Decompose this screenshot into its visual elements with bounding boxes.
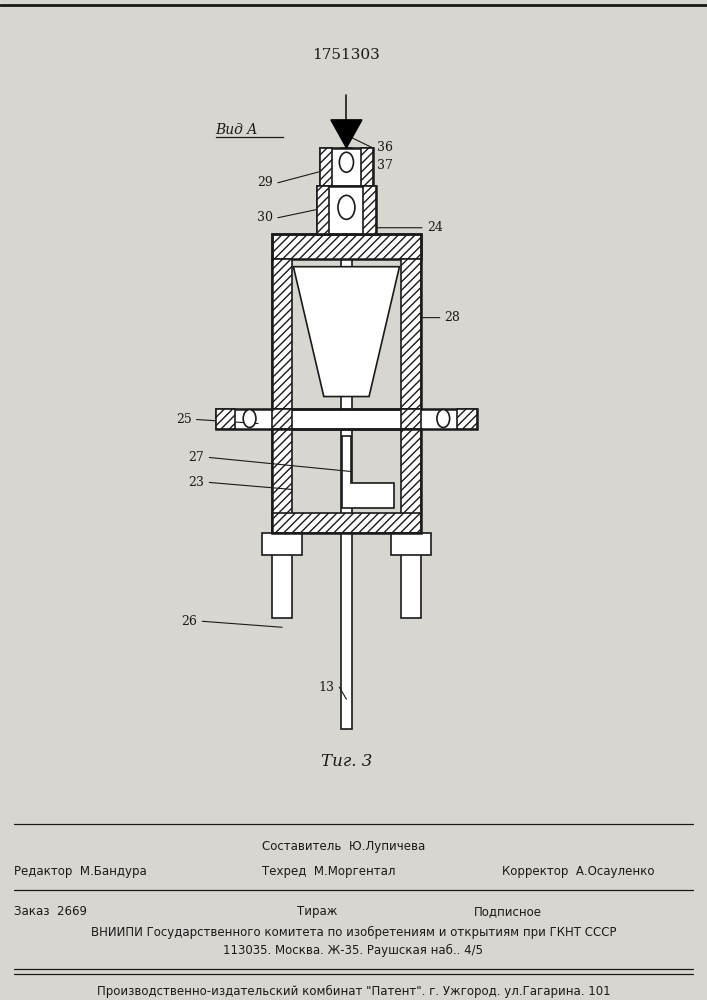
Bar	[272, 429, 292, 533]
Text: 28: 28	[445, 311, 460, 324]
Text: Корректор  А.Осауленко: Корректор А.Осауленко	[502, 865, 655, 878]
Bar	[363, 186, 376, 234]
Bar	[272, 234, 421, 259]
Bar	[317, 186, 329, 234]
Bar	[216, 409, 235, 429]
Bar	[317, 186, 376, 234]
Text: Редактор  М.Бандура: Редактор М.Бандура	[14, 865, 147, 878]
Circle shape	[437, 410, 450, 428]
Bar	[272, 259, 292, 409]
Bar	[401, 259, 421, 409]
Polygon shape	[293, 267, 399, 397]
Bar	[216, 409, 477, 429]
Text: Заказ  2669: Заказ 2669	[14, 905, 87, 918]
Bar	[272, 533, 292, 618]
Text: Подписное: Подписное	[474, 905, 542, 918]
Text: 30: 30	[257, 211, 273, 224]
Bar	[401, 533, 421, 618]
Bar	[401, 409, 421, 429]
Bar	[272, 409, 292, 429]
Bar	[262, 533, 302, 555]
Bar	[320, 148, 332, 186]
Polygon shape	[342, 436, 394, 508]
Bar	[320, 148, 373, 186]
Bar	[272, 234, 421, 409]
Text: 26: 26	[182, 615, 197, 628]
Polygon shape	[331, 120, 362, 148]
Text: 25: 25	[176, 413, 192, 426]
Text: Вид A: Вид A	[216, 123, 258, 137]
Text: Техред  М.Моргентал: Техред М.Моргентал	[262, 865, 395, 878]
Text: 36: 36	[378, 141, 393, 154]
Text: 29: 29	[257, 176, 273, 189]
Bar	[272, 513, 421, 533]
Bar	[341, 148, 352, 729]
Text: 23: 23	[189, 476, 204, 489]
Circle shape	[339, 152, 354, 172]
Text: Тираж: Тираж	[297, 905, 337, 918]
Bar	[457, 409, 477, 429]
Bar	[272, 429, 421, 533]
Bar	[401, 429, 421, 533]
Text: Производственно-издательский комбинат "Патент". г. Ужгород. ул.Гагарина. 101: Производственно-издательский комбинат "П…	[97, 985, 610, 998]
Text: ВНИИПИ Государственного комитета по изобретениям и открытиям при ГКНТ СССР: ВНИИПИ Государственного комитета по изоб…	[90, 926, 617, 939]
Circle shape	[338, 195, 355, 219]
Text: 113035. Москва. Ж-35. Раушская наб.. 4/5: 113035. Москва. Ж-35. Раушская наб.. 4/5	[223, 944, 484, 957]
Text: 1751303: 1751303	[312, 48, 380, 62]
Text: 13: 13	[319, 681, 334, 694]
Bar	[361, 148, 373, 186]
Circle shape	[243, 410, 256, 428]
Text: Τиг. 3: Τиг. 3	[321, 753, 372, 770]
Text: 37: 37	[378, 159, 393, 172]
Text: 27: 27	[189, 451, 204, 464]
Bar	[391, 533, 431, 555]
Text: 24: 24	[427, 221, 443, 234]
Text: Составитель  Ю.Лупичева: Составитель Ю.Лупичева	[262, 840, 425, 853]
